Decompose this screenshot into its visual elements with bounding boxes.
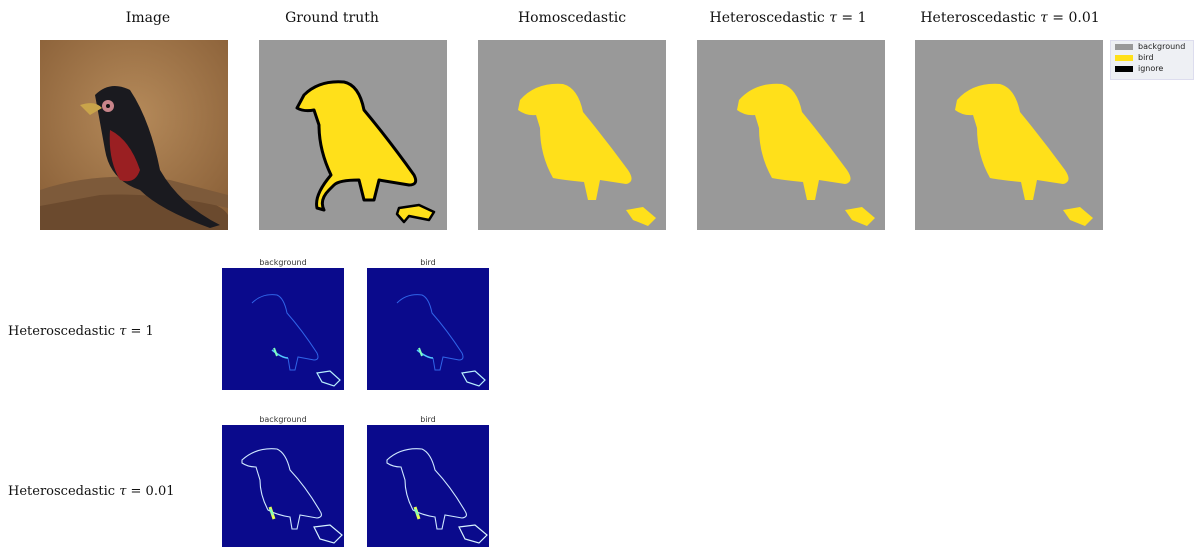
row-label-tau-1: Heteroscedastic τ = 1 <box>8 324 154 339</box>
col-title-het-tau-001: Heteroscedastic τ = 0.01 <box>915 10 1105 26</box>
row-label-tau-001: Heteroscedastic τ = 0.01 <box>8 484 175 499</box>
col-title-ground-truth: Ground truth <box>285 10 379 26</box>
legend-item-ignore: ignore <box>1111 63 1193 74</box>
legend-label: ignore <box>1138 64 1164 73</box>
legend-item-bird: bird <box>1111 52 1193 63</box>
legend-label: bird <box>1138 53 1154 62</box>
tau-symbol: τ <box>1040 10 1048 26</box>
row-label-prefix: Heteroscedastic <box>8 484 120 499</box>
ground-truth-mask <box>259 40 447 230</box>
row-label-prefix: Heteroscedastic <box>8 324 120 339</box>
uncertainty-map-background <box>222 268 344 390</box>
col-title-image: Image <box>125 10 171 26</box>
map-title-background: background <box>259 415 307 424</box>
uncertainty-map-bird <box>367 425 489 547</box>
tau-symbol: τ <box>119 324 127 339</box>
legend-swatch <box>1115 43 1133 50</box>
map-title-background: background <box>259 258 307 267</box>
title-value: = 1 <box>836 10 867 26</box>
uncertainty-map-background <box>222 425 344 547</box>
het-tau-001-mask <box>915 40 1103 230</box>
map-title-bird: bird <box>420 415 436 424</box>
homoscedastic-mask <box>478 40 666 230</box>
legend: background bird ignore <box>1110 40 1194 80</box>
col-title-het-tau-1: Heteroscedastic τ = 1 <box>693 10 883 26</box>
legend-label: background <box>1138 42 1186 51</box>
uncertainty-map-bird <box>367 268 489 390</box>
title-prefix: Heteroscedastic <box>920 10 1041 26</box>
legend-swatch <box>1115 65 1133 72</box>
col-title-homoscedastic: Homoscedastic <box>517 10 627 26</box>
title-value: = 0.01 <box>1047 10 1100 26</box>
row-label-value: = 0.01 <box>126 484 175 499</box>
tau-symbol: τ <box>829 10 837 26</box>
tau-symbol: τ <box>119 484 127 499</box>
legend-swatch <box>1115 54 1133 61</box>
map-title-bird: bird <box>420 258 436 267</box>
row-label-value: = 1 <box>126 324 154 339</box>
bird-photo <box>40 40 228 230</box>
title-prefix: Heteroscedastic <box>709 10 830 26</box>
legend-item-background: background <box>1111 41 1193 52</box>
het-tau-1-mask <box>697 40 885 230</box>
